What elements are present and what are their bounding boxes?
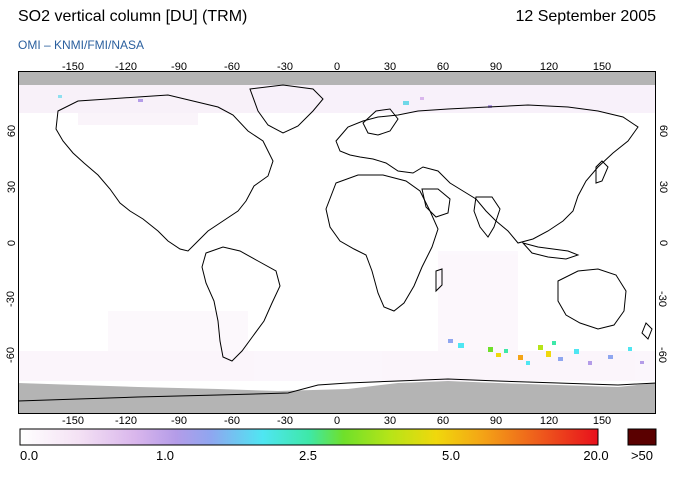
- colorbar: [19, 428, 657, 446]
- map-title: SO2 vertical column [DU] (TRM): [18, 8, 248, 25]
- new-zealand-coastline: [641, 322, 653, 340]
- lat-tick-label: -60: [655, 347, 668, 363]
- japan-coastline: [595, 160, 609, 184]
- africa-coastline: [325, 174, 439, 312]
- lon-tick-label: 150: [592, 415, 612, 427]
- colorbar-label: 1.0: [155, 448, 175, 463]
- lat-tick-label: 30: [6, 180, 19, 194]
- lon-tick-label: -90: [171, 61, 187, 73]
- lat-tick-label: -60: [4, 347, 17, 363]
- map-date: 12 September 2005: [515, 8, 656, 25]
- lon-tick-label: 30: [383, 415, 397, 427]
- lon-tick-label: 90: [489, 61, 503, 73]
- lat-tick-label: 60: [6, 124, 19, 138]
- colorbar-overflow-label: >50: [630, 448, 654, 463]
- indonesia-coastline: [521, 242, 580, 260]
- colorbar-label: 5.0: [441, 448, 461, 463]
- india-coastline: [473, 196, 501, 238]
- lat-tick-label: 60: [657, 124, 670, 138]
- scandinavia-coastline: [362, 108, 399, 136]
- lon-tick-label: 30: [383, 61, 397, 73]
- australia-coastline: [557, 268, 627, 330]
- lon-tick-label: 90: [489, 415, 503, 427]
- lon-tick-label: -150: [61, 415, 85, 427]
- no-data-region-north: [18, 71, 656, 85]
- lon-tick-label: -30: [277, 415, 293, 427]
- lat-tick-label: 0: [657, 239, 670, 247]
- north-america-coastline: [55, 94, 274, 252]
- lat-tick-label: 30: [657, 180, 670, 194]
- world-map: [18, 71, 656, 414]
- eurasia-coastline: [335, 104, 639, 244]
- lat-tick-label: -30: [4, 291, 17, 307]
- lon-tick-label: 60: [436, 61, 450, 73]
- lon-tick-label: 0: [333, 61, 341, 73]
- lon-tick-label: 0: [333, 415, 341, 427]
- lon-tick-label: -60: [224, 61, 240, 73]
- lon-tick-label: 120: [539, 61, 559, 73]
- greenland-coastline: [249, 84, 324, 134]
- lon-tick-label: -120: [114, 415, 138, 427]
- lon-tick-label: -120: [114, 61, 138, 73]
- lon-tick-label: -30: [277, 61, 293, 73]
- colorbar-label: 20.0: [583, 448, 609, 463]
- data-credit: OMI – KNMI/FMI/NASA: [18, 38, 145, 52]
- so2-noise-field: [18, 85, 656, 381]
- lon-tick-label: 120: [539, 415, 559, 427]
- arabia-coastline: [421, 188, 451, 218]
- lat-tick-label: 0: [6, 239, 19, 247]
- colorbar-label: 0.0: [20, 448, 39, 463]
- no-data-region-south: [18, 381, 656, 414]
- colorbar-label: 2.5: [298, 448, 318, 463]
- lon-tick-label: -60: [224, 415, 240, 427]
- madagascar-coastline: [435, 268, 443, 293]
- lon-tick-label: 150: [592, 61, 612, 73]
- south-america-coastline: [201, 246, 281, 362]
- colorbar-overflow-swatch: [627, 428, 657, 446]
- colorbar-gradient: [19, 428, 599, 446]
- lon-tick-label: 60: [436, 415, 450, 427]
- lat-tick-label: -30: [655, 291, 668, 307]
- antarctica-coastline: [18, 378, 656, 402]
- lon-tick-label: -150: [61, 61, 85, 73]
- lon-tick-label: -90: [171, 415, 187, 427]
